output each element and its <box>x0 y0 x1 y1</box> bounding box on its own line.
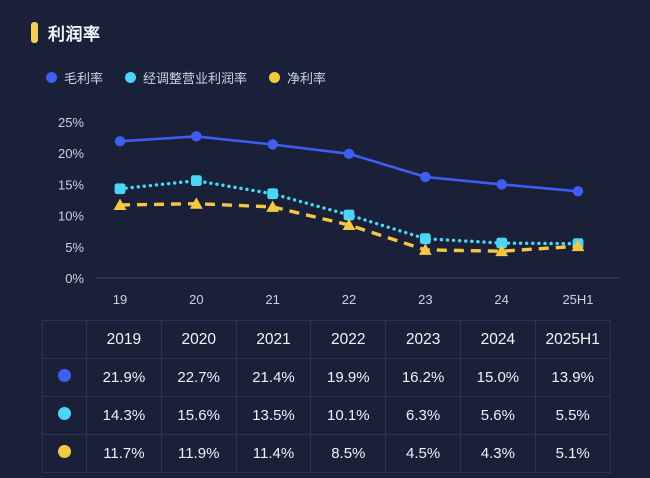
line-chart: 25% 20% 15% 10% 5% 0% 19 20 21 22 23 24 25H1 <box>0 100 650 305</box>
table-cell: 5.5% <box>534 396 611 435</box>
data-table: 2019 2020 2021 2022 2023 2024 2025H1 21.… <box>42 320 611 473</box>
legend-item-adjusted-operating-margin[interactable]: 经调整营业利润率 <box>125 68 247 87</box>
table-header-2022: 2022 <box>310 320 387 359</box>
table-cell: 16.2% <box>385 358 461 397</box>
table-row: 14.3% 15.6% 13.5% 10.1% 6.3% 5.6% 5.5% <box>42 396 611 435</box>
chart-data-point-triangle-marker[interactable] <box>113 198 127 210</box>
legend-dot-icon <box>46 72 57 83</box>
y-axis-tick-label: 15% <box>58 177 84 192</box>
y-axis-tick-label: 0% <box>65 271 84 286</box>
page-title: 利润率 <box>31 20 101 45</box>
table-cell: 11.4% <box>235 434 312 473</box>
table-cell: 5.1% <box>534 434 611 473</box>
table-header-row: 2019 2020 2021 2022 2023 2024 2025H1 <box>42 320 611 359</box>
table-header-2020: 2020 <box>160 320 237 359</box>
legend-item-gross-margin[interactable]: 毛利率 <box>46 68 103 87</box>
table-cell: 10.1% <box>310 396 387 435</box>
table-cell: 5.6% <box>459 396 536 435</box>
y-axis-tick-label: 5% <box>65 240 84 255</box>
series-dot-icon <box>58 445 71 458</box>
chart-data-point-circle-marker[interactable] <box>191 131 202 142</box>
legend-label: 经调整营业利润率 <box>143 71 248 86</box>
table-cell: 4.3% <box>459 434 536 473</box>
table-header-2021: 2021 <box>235 320 312 359</box>
legend-item-net-margin[interactable]: 净利率 <box>269 68 326 87</box>
table-row-marker-cell <box>42 358 87 397</box>
chart-data-point-triangle-marker[interactable] <box>342 218 356 230</box>
chart-data-point-triangle-marker[interactable] <box>418 243 432 255</box>
table-cell: 22.7% <box>160 358 237 397</box>
chart-data-point-square-marker[interactable] <box>114 183 126 195</box>
series-dot-icon <box>58 407 71 420</box>
y-axis-tick-label: 25% <box>58 115 84 130</box>
x-axis-tick-label: 23 <box>418 292 432 305</box>
legend-dot-icon <box>125 72 137 83</box>
title-accent-bar <box>31 22 38 43</box>
table-row: 21.9% 22.7% 21.4% 19.9% 16.2% 15.0% 13.9… <box>42 358 611 397</box>
chart-data-point-circle-marker[interactable] <box>420 171 431 183</box>
table-cell: 6.3% <box>385 396 461 435</box>
table-cell: 11.7% <box>86 434 162 473</box>
table-header-2023: 2023 <box>385 320 461 359</box>
x-axis-tick-label: 20 <box>189 292 203 305</box>
table-cell: 13.9% <box>534 358 611 397</box>
chart-data-point-circle-marker[interactable] <box>496 179 507 190</box>
chart-data-point-circle-marker[interactable] <box>343 148 355 160</box>
table-cell: 21.4% <box>235 358 312 397</box>
chart-data-point-square-marker[interactable] <box>190 175 202 187</box>
table-header-2025h1: 2025H1 <box>534 320 611 359</box>
table-cell: 8.5% <box>310 434 387 473</box>
y-axis-tick-label: 10% <box>58 209 84 224</box>
chart-data-point-circle-marker[interactable] <box>267 139 278 150</box>
chart-data-point-square-marker[interactable] <box>343 209 355 221</box>
legend-dot-icon <box>269 72 281 83</box>
chart-data-point-triangle-marker[interactable] <box>495 244 509 257</box>
chart-canvas: 25% 20% 15% 10% 5% 0% 19 20 21 22 23 24 25H1 <box>58 115 620 305</box>
table-header-2024: 2024 <box>459 320 536 359</box>
chart-data-point-square-marker[interactable] <box>267 188 279 200</box>
x-axis-tick-label: 22 <box>342 292 356 305</box>
x-axis-tick-label: 25H1 <box>562 292 593 305</box>
chart-data-point-square-marker[interactable] <box>419 233 431 245</box>
title-text: 利润率 <box>48 25 101 44</box>
chart-data-point-triangle-marker[interactable] <box>571 239 585 252</box>
y-axis-tick-label: 20% <box>58 146 84 161</box>
legend-label: 净利率 <box>287 71 327 86</box>
table-cell: 21.9% <box>86 358 162 397</box>
chart-data-point-triangle-marker[interactable] <box>189 197 203 209</box>
chart-data-point-square-marker[interactable] <box>496 237 508 249</box>
table-row: 11.7% 11.9% 11.4% 8.5% 4.5% 4.3% 5.1% <box>42 434 611 473</box>
chart-data-point-circle-marker[interactable] <box>572 186 584 197</box>
chart-legend: 毛利率 经调整营业利润率 净利率 <box>46 68 326 87</box>
table-header-marker <box>42 320 87 359</box>
table-cell: 14.3% <box>86 396 162 435</box>
x-axis-tick-label: 24 <box>494 292 508 305</box>
chart-series-line <box>119 135 579 193</box>
table-cell: 13.5% <box>235 396 312 435</box>
table-row-marker-cell <box>42 396 87 435</box>
table-row-marker-cell <box>42 434 87 473</box>
table-cell: 19.9% <box>310 358 387 397</box>
legend-label: 毛利率 <box>64 71 104 86</box>
x-axis-tick-label: 19 <box>113 292 127 305</box>
x-axis-tick-label: 21 <box>265 292 279 305</box>
chart-data-point-triangle-marker[interactable] <box>266 200 280 212</box>
chart-data-point-circle-marker[interactable] <box>114 136 126 147</box>
table-cell: 15.6% <box>160 396 237 435</box>
table-header-2019: 2019 <box>86 320 162 359</box>
table-cell: 15.0% <box>459 358 536 397</box>
table-cell: 4.5% <box>385 434 461 473</box>
table-cell: 11.9% <box>160 434 237 473</box>
series-dot-icon <box>58 369 71 382</box>
